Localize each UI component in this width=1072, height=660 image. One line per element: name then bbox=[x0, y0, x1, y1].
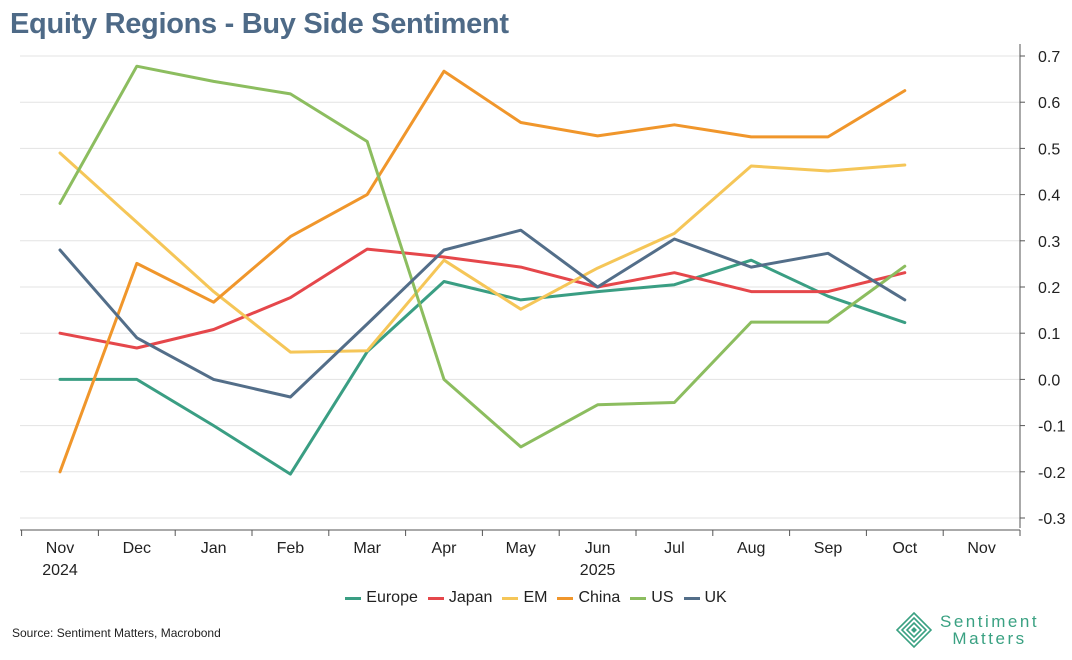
legend-item-china: China bbox=[557, 589, 620, 607]
y-tick-label: -0.3 bbox=[1038, 511, 1066, 528]
legend-swatch bbox=[630, 596, 647, 600]
legend-item-japan: Japan bbox=[427, 589, 493, 607]
x-year-label: 2024 bbox=[42, 562, 78, 579]
x-tick-label: Feb bbox=[277, 540, 305, 557]
legend-label: Japan bbox=[448, 589, 493, 606]
x-tick-label: Mar bbox=[353, 540, 381, 557]
legend-item-europe: Europe bbox=[345, 589, 418, 607]
logo-line-1: Sentiment bbox=[940, 612, 1040, 631]
legend-swatch bbox=[345, 596, 362, 600]
series-line-uk bbox=[58, 228, 907, 399]
y-tick-label: 0.0 bbox=[1038, 372, 1060, 389]
legend-label: Europe bbox=[366, 589, 418, 606]
x-tick-label: Apr bbox=[432, 540, 458, 557]
y-tick-label: -0.1 bbox=[1038, 419, 1066, 436]
series-line-china bbox=[58, 69, 907, 474]
series-line-japan bbox=[58, 247, 907, 350]
chart-legend: Europe Japan EM China US UK bbox=[0, 589, 1072, 607]
series-line-us bbox=[58, 64, 907, 449]
x-tick-label: Aug bbox=[737, 540, 765, 557]
legend-item-em: EM bbox=[502, 589, 547, 607]
x-tick-label: Sep bbox=[814, 540, 843, 557]
legend-swatch bbox=[427, 596, 444, 600]
x-tick-label: Nov bbox=[967, 540, 995, 557]
x-tick-label: Jan bbox=[201, 540, 227, 557]
legend-label: US bbox=[651, 589, 674, 606]
logo-line-2: Matters bbox=[952, 629, 1027, 648]
x-tick-label: Dec bbox=[123, 540, 151, 557]
y-tick-label: 0.6 bbox=[1038, 95, 1060, 112]
y-tick-label: 0.1 bbox=[1038, 326, 1060, 343]
x-tick-label: Oct bbox=[892, 540, 917, 557]
chart-title: Equity Regions - Buy Side Sentiment bbox=[10, 8, 509, 40]
line-chart: 0.7 0.6 0.5 0.4 0.3 0.2 0.1 0.0 -0.1 -0.2 -0.3 Nov D… bbox=[20, 44, 1066, 579]
x-tick-label: Jun bbox=[585, 540, 611, 557]
legend-swatch bbox=[557, 596, 574, 600]
x-tick-label: May bbox=[506, 540, 536, 557]
x-year-label: 2025 bbox=[580, 562, 616, 579]
y-tick-label: 0.3 bbox=[1038, 234, 1060, 251]
x-tick-label: Nov bbox=[46, 540, 74, 557]
series-line-em bbox=[58, 151, 907, 354]
legend-item-uk: UK bbox=[683, 589, 727, 607]
y-tick-label: 0.5 bbox=[1038, 141, 1060, 158]
legend-swatch bbox=[502, 596, 519, 600]
y-tick-label: 0.7 bbox=[1038, 49, 1060, 66]
x-tick-label: Jul bbox=[664, 540, 684, 557]
source-note: Source: Sentiment Matters, Macrobond bbox=[12, 626, 221, 640]
y-tick-label: 0.4 bbox=[1038, 188, 1060, 205]
y-tick-label: 0.2 bbox=[1038, 280, 1060, 297]
legend-swatch bbox=[683, 596, 700, 600]
legend-label: EM bbox=[523, 589, 548, 606]
brand-logo: Sentiment Matters bbox=[896, 612, 1039, 648]
diamond-logo-icon bbox=[896, 612, 932, 648]
legend-item-us: US bbox=[630, 589, 674, 607]
legend-label: UK bbox=[704, 589, 727, 606]
legend-label: China bbox=[578, 589, 621, 606]
y-tick-label: -0.2 bbox=[1038, 465, 1066, 482]
